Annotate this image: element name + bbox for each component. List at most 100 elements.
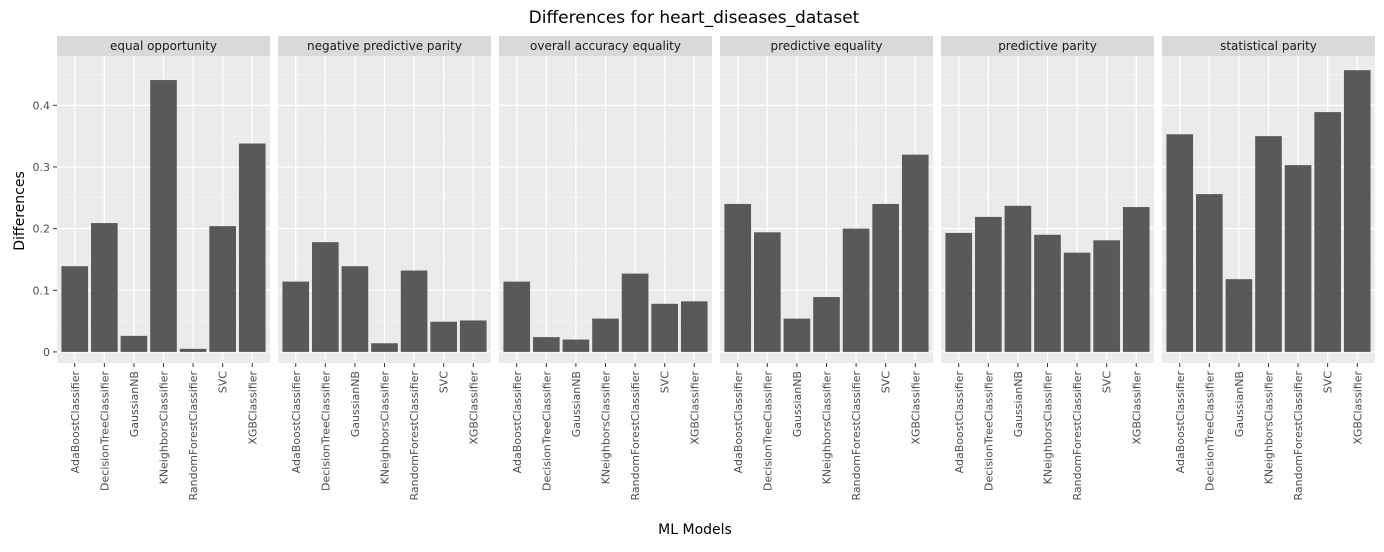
y-axis-title: Differences (12, 171, 28, 250)
x-tick-label: DecisionTreeClassifier (540, 371, 553, 491)
bar (1166, 134, 1194, 352)
bar (1284, 165, 1312, 352)
bar (901, 154, 929, 352)
x-tick-label: KNeighborsClassifier (600, 371, 613, 485)
bar (945, 232, 973, 352)
facet-strip (941, 36, 1154, 56)
bar (872, 203, 899, 352)
x-tick-label: SVC (880, 371, 893, 394)
facet-strip-label: statistical parity (1220, 39, 1317, 53)
x-tick-label: AdaBoostClassifier (290, 371, 303, 474)
bar (754, 232, 781, 352)
x-tick-label: SVC (1322, 371, 1335, 394)
bar (430, 321, 457, 352)
bar (341, 266, 369, 352)
x-tick-label: SVC (1101, 371, 1114, 394)
x-tick-label: AdaBoostClassifier (69, 371, 82, 474)
facet-panel: predictive equality AdaBoostClassifier Dec… (720, 36, 933, 501)
bar (533, 337, 560, 352)
x-tick-label: AdaBoostClassifier (1174, 371, 1187, 474)
bar (150, 80, 177, 352)
bar (975, 216, 1002, 352)
facet-strip (1162, 36, 1375, 56)
bar (1343, 70, 1371, 352)
x-tick-label: RandomForestClassifier (1071, 371, 1084, 501)
x-tick-label: RandomForestClassifier (850, 371, 863, 501)
x-tick-label: DecisionTreeClassifier (761, 371, 774, 491)
x-axis-title: ML Models (658, 522, 732, 538)
facet-panel: statistical parity AdaBoostClassifier Deci… (1162, 36, 1375, 501)
bar (371, 343, 398, 352)
bar (592, 318, 619, 352)
x-tick-label: KNeighborsClassifier (821, 371, 834, 485)
facet-strip-label: overall accuracy equality (530, 39, 681, 53)
bar (1225, 279, 1253, 352)
bar (680, 301, 708, 352)
y-tick-label: 0.1 (33, 284, 51, 297)
bar (312, 242, 339, 352)
bar (842, 228, 870, 352)
x-tick-label: KNeighborsClassifier (379, 371, 392, 485)
x-tick-label: GaussianNB (128, 371, 141, 437)
bar (1004, 205, 1032, 352)
x-tick-label: GaussianNB (1012, 371, 1025, 437)
bar (1063, 252, 1091, 352)
facet-strip-label: negative predictive parity (307, 39, 462, 53)
facet-strip-label: equal opportunity (110, 39, 217, 53)
y-tick-label: 0.2 (33, 223, 51, 236)
x-tick-label: GaussianNB (349, 371, 362, 437)
bar (209, 226, 236, 352)
bar (459, 320, 487, 352)
bar (562, 339, 590, 352)
x-tick-label: AdaBoostClassifier (732, 371, 745, 474)
y-tick-label: 0.3 (33, 161, 51, 174)
x-tick-label: DecisionTreeClassifier (982, 371, 995, 491)
bar (1093, 240, 1120, 352)
x-tick-label: RandomForestClassifier (408, 371, 421, 501)
x-tick-label: KNeighborsClassifier (158, 371, 171, 485)
facet-panel: overall accuracy equality AdaBoostClassif… (499, 36, 712, 501)
x-tick-label: AdaBoostClassifier (511, 371, 524, 474)
bar (120, 335, 148, 352)
bar (91, 223, 118, 352)
x-tick-label: AdaBoostClassifier (953, 371, 966, 474)
facet-strip-label: predictive parity (998, 39, 1097, 53)
bar (783, 318, 811, 352)
bar (621, 273, 649, 352)
bar (1314, 112, 1341, 352)
x-tick-label: GaussianNB (1233, 371, 1246, 437)
x-tick-label: SVC (217, 371, 230, 394)
x-tick-label: XGBClassifier (246, 371, 259, 445)
x-tick-label: XGBClassifier (909, 371, 922, 445)
bar (1196, 194, 1223, 352)
x-tick-label: RandomForestClassifier (187, 371, 200, 501)
y-tick-label: 0.4 (33, 99, 51, 112)
x-tick-label: KNeighborsClassifier (1042, 371, 1055, 485)
bar (1122, 207, 1150, 352)
x-tick-label: DecisionTreeClassifier (1203, 371, 1216, 491)
facet-panel: negative predictive parity AdaBoostClassi… (278, 36, 491, 501)
x-tick-label: SVC (438, 371, 451, 394)
bar (282, 281, 310, 352)
facet-strip-label: predictive equality (771, 39, 883, 53)
x-tick-label: GaussianNB (791, 371, 804, 437)
x-tick-label: SVC (659, 371, 672, 394)
bar (813, 297, 840, 352)
bar (1255, 136, 1282, 352)
x-tick-label: KNeighborsClassifier (1263, 371, 1276, 485)
bar (724, 203, 752, 352)
x-tick-label: DecisionTreeClassifier (319, 371, 332, 491)
y-tick-label: 0 (43, 346, 50, 359)
y-axis: 0 0.1 0.2 0.3 0.4 (33, 99, 57, 359)
bar (179, 348, 207, 352)
chart-title: Differences for heart_diseases_dataset (529, 8, 860, 28)
x-tick-label: DecisionTreeClassifier (98, 371, 111, 491)
x-tick-label: RandomForestClassifier (629, 371, 642, 501)
x-tick-label: GaussianNB (570, 371, 583, 437)
facet-strip (278, 36, 491, 56)
bar (503, 281, 531, 352)
x-tick-label: XGBClassifier (467, 371, 480, 445)
bar (400, 270, 428, 352)
